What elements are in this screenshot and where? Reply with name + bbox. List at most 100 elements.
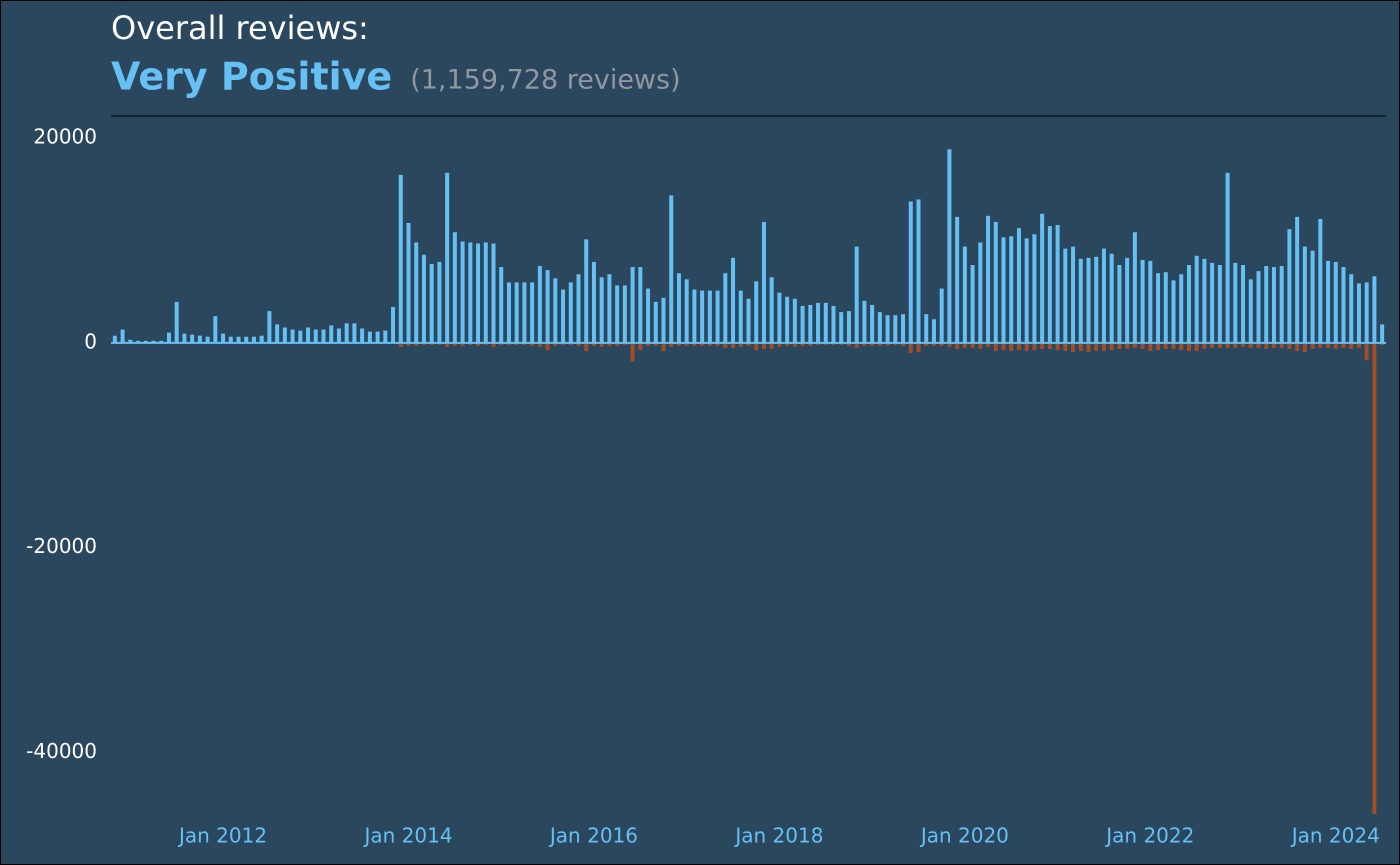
- bar: [777, 342, 782, 347]
- bar: [1078, 258, 1083, 343]
- bar: [1071, 246, 1076, 343]
- bar: [630, 267, 635, 343]
- bar: [831, 342, 836, 345]
- bar: [1186, 342, 1191, 352]
- bar: [414, 242, 419, 343]
- bar: [251, 336, 256, 343]
- bar: [298, 330, 303, 343]
- bar: [661, 297, 666, 343]
- bar: [646, 288, 651, 343]
- bar: [607, 342, 612, 346]
- bar: [1171, 280, 1176, 343]
- bar: [190, 334, 195, 343]
- bar: [506, 342, 511, 345]
- bar: [1202, 258, 1207, 343]
- bar: [599, 342, 604, 347]
- bar: [870, 304, 875, 343]
- bar: [893, 315, 898, 343]
- bar: [174, 301, 179, 343]
- bar: [924, 342, 929, 346]
- bar: [816, 342, 821, 345]
- bar: [398, 342, 403, 347]
- bar: [336, 328, 341, 343]
- bar: [483, 342, 488, 345]
- bar: [823, 302, 828, 343]
- bar: [1380, 342, 1385, 345]
- bar: [514, 282, 519, 343]
- bar: [1179, 342, 1184, 351]
- bar: [306, 327, 311, 343]
- bar: [986, 342, 991, 347]
- bar: [931, 342, 936, 346]
- bar: [584, 342, 589, 352]
- bar: [182, 333, 187, 343]
- bar: [731, 257, 736, 343]
- bar: [1109, 342, 1114, 351]
- bar: [267, 311, 272, 343]
- x-tick-label: Jan 2016: [548, 824, 638, 848]
- bar: [1380, 324, 1385, 343]
- bar: [970, 342, 975, 348]
- bar: [1132, 232, 1137, 343]
- bar: [1333, 261, 1338, 343]
- bar: [924, 314, 929, 343]
- bar: [344, 323, 349, 343]
- bar: [1009, 236, 1014, 343]
- bar: [159, 340, 164, 343]
- bar: [561, 342, 566, 345]
- bar: [591, 261, 596, 343]
- bar: [931, 319, 936, 343]
- bar: [1194, 255, 1199, 343]
- bar: [870, 342, 875, 346]
- bar: [221, 333, 226, 343]
- bar: [908, 201, 913, 343]
- bar: [1264, 342, 1269, 349]
- bar: [1032, 342, 1037, 351]
- bar: [1047, 342, 1052, 349]
- bar: [445, 172, 450, 343]
- bar: [128, 339, 133, 343]
- bar: [1248, 279, 1253, 343]
- bar: [545, 270, 550, 343]
- bar: [692, 342, 697, 346]
- bar: [939, 288, 944, 343]
- bar: [769, 342, 774, 349]
- bar: [275, 324, 280, 343]
- bar: [1356, 283, 1361, 343]
- bar: [1318, 218, 1323, 343]
- bar: [653, 301, 658, 343]
- bar: [1225, 342, 1230, 348]
- bar: [166, 332, 171, 343]
- bar: [1040, 342, 1045, 349]
- bar: [460, 342, 465, 346]
- bar: [1295, 342, 1300, 352]
- y-tick-label: 0: [84, 329, 97, 353]
- bar: [421, 342, 426, 345]
- bar: [615, 285, 620, 343]
- bar: [476, 243, 481, 343]
- bar: [630, 342, 635, 362]
- bar: [553, 278, 558, 343]
- bar: [1179, 274, 1184, 343]
- bar: [893, 342, 898, 345]
- bar: [800, 342, 805, 346]
- bar: [947, 149, 952, 343]
- bar: [669, 195, 674, 343]
- x-tick-label: Jan 2018: [733, 824, 823, 848]
- bar: [1078, 342, 1083, 352]
- bar: [1279, 342, 1284, 348]
- bar: [901, 342, 906, 346]
- bar: [916, 342, 921, 353]
- bar: [1318, 342, 1323, 348]
- bar: [676, 342, 681, 346]
- bar: [576, 274, 581, 343]
- bar: [406, 223, 411, 343]
- x-tick-label: Jan 2024: [1290, 824, 1380, 848]
- bar: [367, 331, 372, 343]
- bar: [1156, 273, 1161, 343]
- bar: [537, 266, 542, 343]
- bar: [723, 342, 728, 348]
- bar: [1326, 342, 1331, 348]
- bar: [1001, 342, 1006, 351]
